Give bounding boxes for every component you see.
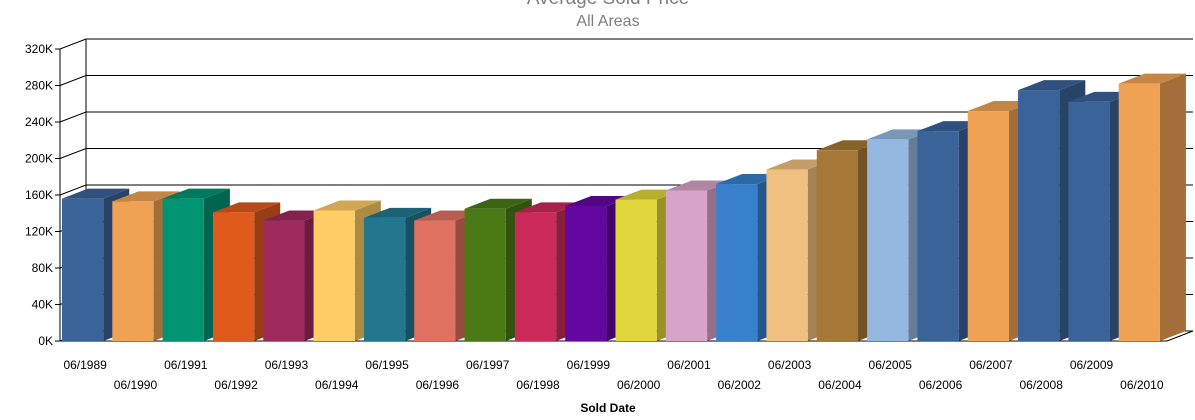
x-tick-label: 06/1994 [315,378,359,392]
y-tick-label: 80K [32,261,53,275]
bar-front [112,201,154,341]
x-tick-label: 06/1991 [164,358,208,372]
bar-top [565,195,633,206]
x-tick-label: 06/1990 [114,378,158,392]
bar-front [917,131,959,341]
x-tick-label: 06/2010 [1120,378,1164,392]
bar-front [363,217,406,341]
x-tick-label: 06/1996 [416,378,460,392]
bar-front [967,111,1009,341]
bar-front [867,139,909,341]
x-tick-label: 06/2000 [617,378,661,392]
bar-front [716,184,758,341]
chart-title: Average Sold Price [527,0,689,9]
bar-front [212,212,255,341]
bar-side [1159,73,1186,342]
bar-front [816,150,859,341]
y-axis-ticks: 0K 40K 80K 120K 160K 200K 240K 280K 320K [25,42,60,348]
bar-top [1118,73,1186,84]
x-tick-label: 06/2001 [667,358,711,372]
x-tick-label: 06/2002 [718,378,762,392]
x-tick-label: 06/2003 [768,358,812,372]
x-tick-label: 06/2004 [818,378,862,392]
x-tick-label: 06/2009 [1070,358,1114,372]
x-tick-label: 06/1999 [567,358,611,372]
bar-top [313,200,381,211]
y-tick-label: 40K [32,298,53,312]
bar-front [62,198,104,341]
x-tick-label: 06/2005 [869,358,913,372]
x-tick-label: 06/1992 [214,378,258,392]
x-tick-label: 06/1997 [466,358,510,372]
bar-top [162,188,230,199]
bar-front [162,198,204,341]
y-tick-label: 240K [25,115,53,129]
bar-front [464,208,506,341]
x-tick-label: 06/1998 [516,378,560,392]
y-tick-label: 0K [38,334,53,348]
bar-front [665,190,708,341]
bar-front [263,220,305,341]
bar-front [1068,101,1110,341]
x-tick-label: 06/1995 [365,358,409,372]
bar-top [665,180,734,191]
bar-top [212,202,281,213]
bar-top [62,188,130,199]
bar-top [514,202,583,213]
bar-top [112,191,180,202]
bar-front [615,199,657,341]
bar-top [363,207,432,218]
bars [62,73,1186,342]
y-tick-label: 160K [25,188,53,202]
gridline [59,38,1193,50]
x-tick-label: 06/2006 [919,378,963,392]
bar-front [414,220,456,341]
y-tick-label: 320K [25,42,53,56]
bar-front [514,212,557,341]
x-tick-label: 06/2007 [969,358,1013,372]
x-tick-label: 06/1993 [265,358,309,372]
bar-front [313,210,355,341]
y-tick-label: 280K [25,79,53,93]
bar [414,210,482,341]
x-tick-label: 06/1989 [63,358,107,372]
bar-front [1118,83,1160,342]
bar [1118,73,1186,342]
bar-top [464,198,532,209]
chart-subtitle: All Areas [576,13,639,30]
gridline [59,75,1193,86]
x-axis-ticks: 06/1989 06/1990 06/1991 06/1992 06/1993 06/19… [63,358,1163,392]
bar-front [766,169,808,341]
y-tick-label: 120K [25,225,53,239]
bar-top [1018,80,1086,91]
y-tick-label: 200K [25,152,53,166]
bar-front [565,205,607,341]
bar-front [1018,90,1060,341]
gridline [59,111,1193,123]
x-axis-label: Sold Date [580,401,636,415]
x-tick-label: 06/2008 [1020,378,1064,392]
